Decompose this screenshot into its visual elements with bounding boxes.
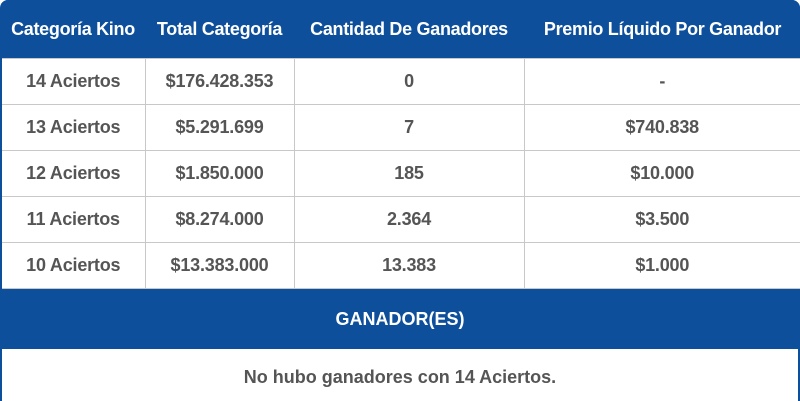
cell-total: $1.850.000 [144,150,295,197]
cell-premio: $740.838 [523,104,800,151]
table-row: 12 Aciertos $1.850.000 185 $10.000 [0,150,800,197]
cell-categoria: 13 Aciertos [0,104,146,151]
header-total: Total Categoría [145,0,294,59]
cell-premio: $10.000 [523,150,800,197]
cell-cantidad: 7 [293,104,525,151]
cell-cantidad: 2.364 [293,196,525,243]
cell-total: $13.383.000 [144,242,295,289]
header-cantidad: Cantidad De Ganadores [294,0,524,59]
cell-categoria: 12 Aciertos [0,150,146,197]
cell-categoria: 10 Aciertos [0,242,146,289]
cell-premio: $1.000 [523,242,800,289]
cell-total: $5.291.699 [144,104,295,151]
header-premio: Premio Líquido Por Ganador [524,0,800,59]
cell-cantidad: 0 [293,58,525,105]
cell-cantidad: 13.383 [293,242,525,289]
table-row: 11 Aciertos $8.274.000 2.364 $3.500 [0,196,800,243]
table-header-row: Categoría Kino Total Categoría Cantidad … [1,0,800,59]
table-row: 13 Aciertos $5.291.699 7 $740.838 [0,104,800,151]
cell-categoria: 14 Aciertos [0,58,146,105]
cell-premio: - [523,58,800,105]
cell-total: $176.428.353 [144,58,295,105]
winners-message: No hubo ganadores con 14 Aciertos. [2,349,798,401]
cell-total: $8.274.000 [144,196,295,243]
table-row: 14 Aciertos $176.428.353 0 - [0,58,800,105]
table-row: 10 Aciertos $13.383.000 13.383 $1.000 [0,242,800,289]
cell-categoria: 11 Aciertos [0,196,146,243]
header-categoria: Categoría Kino [1,0,145,59]
cell-cantidad: 185 [293,150,525,197]
cell-premio: $3.500 [523,196,800,243]
results-table: Categoría Kino Total Categoría Cantidad … [0,0,800,289]
winners-title: GANADOR(ES) [0,289,800,349]
